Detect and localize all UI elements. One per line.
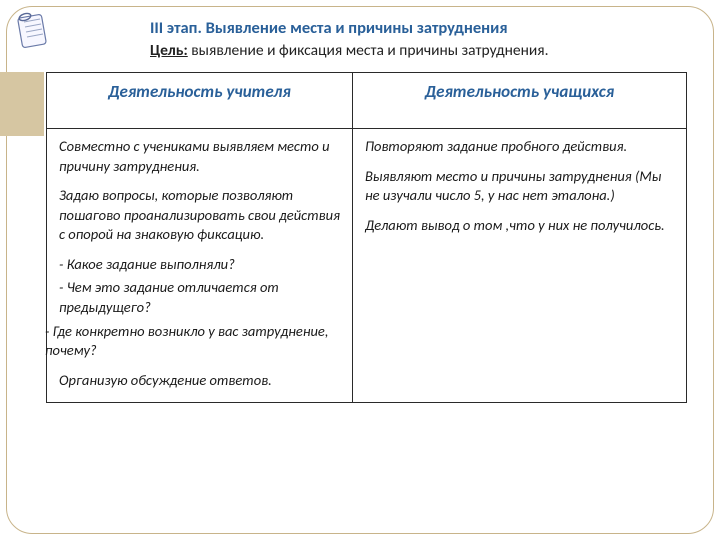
teacher-q2: - Чем это задание отличается от предыдущ…	[59, 278, 340, 317]
activity-table: Деятельность учителя Деятельность учащих…	[46, 72, 687, 403]
stage-title: III этап. Выявление места и причины затр…	[150, 18, 680, 39]
teacher-cell: Совместно с учениками выявляем место и п…	[47, 129, 353, 403]
teacher-p1: Совместно с учениками выявляем место и п…	[59, 137, 340, 176]
teacher-p3: Организую обсуждение ответов.	[59, 371, 340, 391]
teacher-q3: - Где конкретно возникло у вас затруднен…	[45, 322, 340, 361]
goal-line: Цель: выявление и фиксация места и причи…	[150, 41, 680, 60]
slide-header: III этап. Выявление места и причины затр…	[150, 18, 680, 60]
students-p1: Повторяют задание пробного действия.	[365, 137, 674, 157]
teacher-p2: Задаю вопросы, которые позволяют пошагов…	[59, 186, 340, 245]
students-p3: Делают вывод о том ,что у них не получил…	[365, 216, 674, 236]
col-header-students: Деятельность учащихся	[353, 73, 687, 129]
students-p2: Выявляют место и причины затруднения (Мы…	[365, 167, 674, 206]
students-cell: Повторяют задание пробного действия. Выя…	[353, 129, 687, 403]
students-p2-lead: Выявляют место и причины затруднения (	[365, 167, 639, 185]
left-accent-bar	[0, 72, 44, 136]
table-header-row: Деятельность учителя Деятельность учащих…	[47, 73, 687, 129]
teacher-q1: - Какое задание выполняли?	[59, 255, 340, 275]
col-header-teacher: Деятельность учителя	[47, 73, 353, 129]
notepad-clip-icon	[14, 10, 48, 50]
goal-label: Цель:	[150, 41, 188, 60]
table-body-row: Совместно с учениками выявляем место и п…	[47, 129, 687, 403]
goal-text: выявление и фиксация места и причины зат…	[188, 41, 549, 60]
